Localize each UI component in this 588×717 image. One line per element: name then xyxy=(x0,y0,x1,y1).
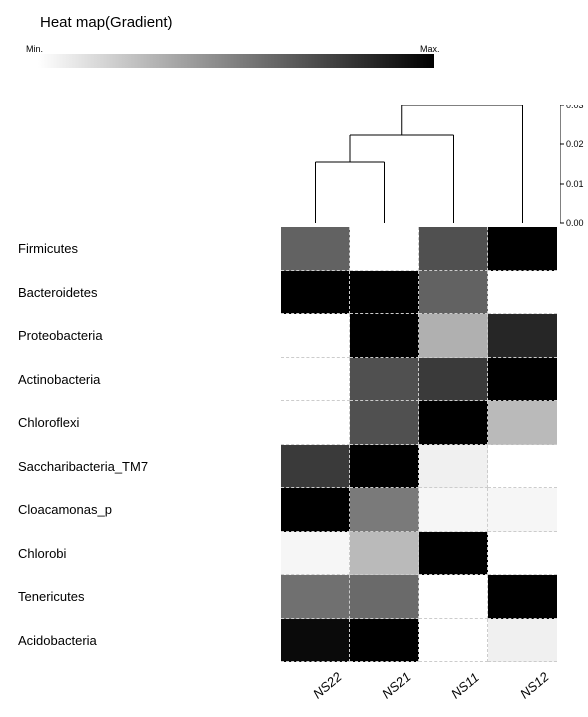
heat-cell xyxy=(419,532,488,576)
heat-cell xyxy=(350,227,419,271)
heat-cell xyxy=(488,619,557,663)
heat-cell xyxy=(488,532,557,576)
column-label: NS12 xyxy=(517,669,552,701)
heat-cell xyxy=(419,227,488,271)
heat-cell xyxy=(419,575,488,619)
heat-cell xyxy=(281,314,350,358)
svg-text:0.01: 0.01 xyxy=(566,179,584,189)
heat-cell xyxy=(350,314,419,358)
heat-cell xyxy=(488,401,557,445)
heat-cell xyxy=(419,619,488,663)
row-label: Saccharibacteria_TM7 xyxy=(18,459,148,474)
heat-cell xyxy=(488,227,557,271)
chart-title: Heat map(Gradient) xyxy=(40,14,173,31)
legend-max-label: Max. xyxy=(420,44,440,54)
heat-cell xyxy=(350,271,419,315)
svg-text:0.02: 0.02 xyxy=(566,139,584,149)
gradient-legend xyxy=(38,54,434,68)
heat-cell xyxy=(419,445,488,489)
row-label: Chlorobi xyxy=(18,546,66,561)
row-label: Actinobacteria xyxy=(18,372,100,387)
heat-cell xyxy=(281,445,350,489)
row-label: Proteobacteria xyxy=(18,328,103,343)
heat-cell xyxy=(350,445,419,489)
heat-cell xyxy=(281,575,350,619)
row-label: Tenericutes xyxy=(18,589,84,604)
heat-cell xyxy=(419,358,488,402)
column-label: NS21 xyxy=(379,669,414,701)
row-label: Acidobacteria xyxy=(18,633,97,648)
heat-cell xyxy=(488,271,557,315)
heat-cell xyxy=(419,401,488,445)
heat-cell xyxy=(488,575,557,619)
heat-cell xyxy=(350,619,419,663)
heat-cell xyxy=(488,314,557,358)
svg-text:0.03: 0.03 xyxy=(566,105,584,110)
column-label: NS22 xyxy=(310,669,345,701)
svg-text:0.00: 0.00 xyxy=(566,218,584,228)
heat-cell xyxy=(281,358,350,402)
heat-cell xyxy=(350,532,419,576)
heat-cell xyxy=(350,575,419,619)
heat-cell xyxy=(281,532,350,576)
heat-cell xyxy=(350,488,419,532)
heat-cell xyxy=(419,314,488,358)
legend-min-label: Min. xyxy=(26,44,43,54)
heat-cell xyxy=(281,488,350,532)
row-label: Chloroflexi xyxy=(18,415,79,430)
heat-cell xyxy=(281,619,350,663)
heat-cell xyxy=(488,488,557,532)
heat-cell xyxy=(281,227,350,271)
column-label: NS11 xyxy=(448,670,482,702)
heat-cell xyxy=(350,358,419,402)
heatmap-grid xyxy=(281,227,557,662)
heat-cell xyxy=(488,358,557,402)
heat-cell xyxy=(419,271,488,315)
heat-cell xyxy=(350,401,419,445)
heat-cell xyxy=(281,271,350,315)
row-label: Cloacamonas_p xyxy=(18,502,112,517)
heat-cell xyxy=(419,488,488,532)
dendrogram-scale: 0.03 0.02 0.01 0.00 xyxy=(560,105,588,233)
row-label: Firmicutes xyxy=(18,241,78,256)
row-label: Bacteroidetes xyxy=(18,285,98,300)
heat-cell xyxy=(281,401,350,445)
heat-cell xyxy=(488,445,557,489)
column-dendrogram xyxy=(281,105,557,227)
